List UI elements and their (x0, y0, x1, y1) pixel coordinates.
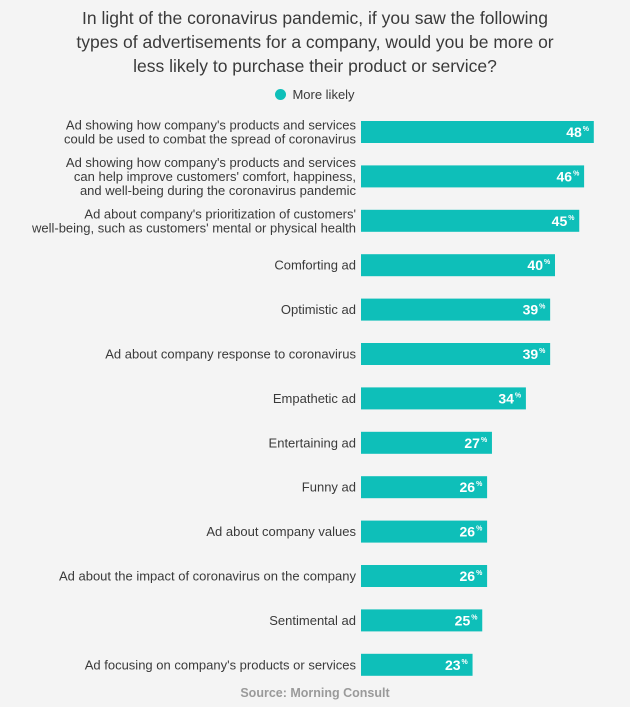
bar-value-unit: % (583, 126, 590, 133)
bar-value-unit: % (544, 259, 551, 266)
category-label: Ad about company response to coronavirus (105, 347, 356, 362)
category-label: Ad focusing on company's products or ser… (85, 657, 357, 672)
bar (361, 476, 488, 499)
bar-value-unit: % (539, 348, 546, 355)
source-note: Source: Morning Consult (240, 686, 390, 700)
category-label: and well-being during the coronavirus pa… (80, 183, 357, 198)
bar-value-unit: % (573, 170, 580, 177)
bar-value-unit: % (471, 614, 478, 621)
category-label: Ad showing how company's products and se… (66, 155, 357, 170)
bar-value-unit: % (515, 392, 522, 399)
bar (361, 343, 551, 365)
bar-value-label: 34 (498, 390, 514, 406)
bar-value-label: 46 (557, 168, 573, 184)
bar (361, 209, 580, 232)
chart-title: In light of the coronavirus pandemic, if… (0, 6, 630, 78)
bar-value-unit: % (476, 570, 483, 577)
bar (361, 165, 585, 188)
category-label: Sentimental ad (269, 613, 356, 628)
category-label: could be used to combat the spread of co… (64, 132, 356, 147)
bar-value-label: 23 (445, 657, 461, 673)
bar-value-label: 26 (460, 479, 476, 495)
category-label: Optimistic ad (281, 302, 356, 317)
bar (361, 254, 555, 277)
bar-value-unit: % (476, 526, 483, 533)
category-label: Funny ad (302, 480, 356, 495)
bar-value-unit: % (476, 481, 483, 488)
chart-title-line-2: types of advertisements for a company, w… (76, 32, 554, 52)
bar-value-unit: % (481, 437, 488, 444)
category-label: Ad about the impact of coronavirus on th… (59, 569, 357, 584)
chart-title-line-1: In light of the coronavirus pandemic, if… (82, 8, 548, 28)
bar-value-label: 39 (523, 302, 539, 318)
chart-legend: More likely (0, 87, 630, 102)
legend-swatch (275, 89, 287, 100)
bar (361, 609, 483, 632)
category-label: Entertaining ad (269, 435, 356, 450)
category-label: Empathetic ad (273, 391, 356, 406)
bar-value-label: 26 (460, 568, 476, 584)
bar (361, 387, 526, 410)
category-label: Ad about company's prioritization of cus… (84, 206, 356, 221)
bar (361, 520, 488, 543)
bar-value-label: 39 (523, 346, 539, 362)
bar-value-label: 26 (460, 524, 476, 540)
bar-value-label: 45 (552, 213, 568, 229)
bar-value-unit: % (462, 659, 469, 666)
category-label: well-being, such as customers' mental or… (31, 220, 356, 235)
bar (361, 565, 488, 587)
category-label: Ad showing how company's products and se… (66, 118, 357, 133)
bar (361, 431, 492, 454)
chart-title-line-3: less likely to purchase their product or… (133, 56, 497, 76)
bar-value-label: 40 (527, 257, 543, 273)
bar (361, 121, 594, 143)
bar (361, 298, 551, 321)
bar (361, 653, 473, 676)
legend-label: More likely (292, 87, 355, 102)
bar-value-unit: % (539, 304, 546, 311)
category-label: Comforting ad (274, 258, 356, 273)
bar-value-label: 48 (566, 124, 582, 140)
bar-value-label: 27 (464, 435, 480, 451)
category-label: Ad about company values (206, 524, 356, 539)
category-label: can help improve customers' comfort, hap… (74, 169, 356, 184)
bar-value-label: 25 (455, 612, 471, 628)
bar-value-unit: % (568, 215, 575, 222)
